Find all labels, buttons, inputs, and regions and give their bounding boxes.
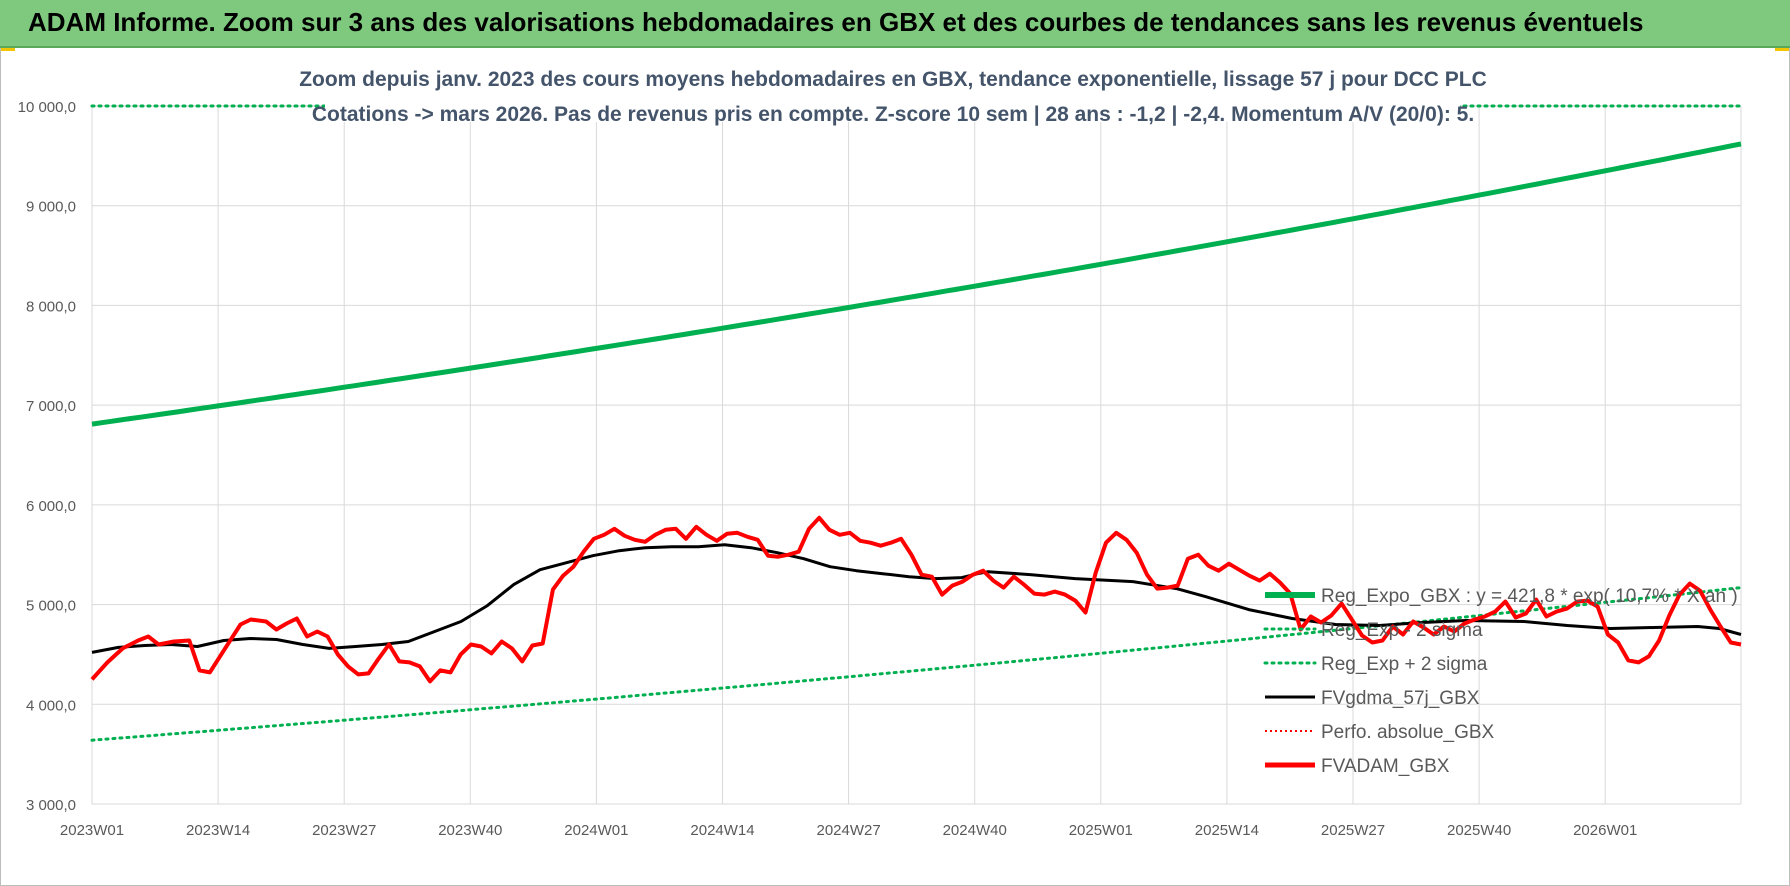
x-tick-label: 2024W27	[816, 822, 880, 839]
legend-label-fvadam: FVADAM_GBX	[1321, 756, 1450, 777]
y-tick-label: 3 000,0	[26, 797, 76, 814]
x-axis-ticks: 2023W01 2023W14 2023W27 2023W40 2024W01 2024W…	[60, 822, 1637, 839]
y-tick-label: 4 000,0	[26, 697, 76, 714]
x-tick-label: 2023W01	[60, 822, 124, 839]
y-tick-label: 6 000,0	[26, 498, 76, 515]
x-tick-label: 2023W14	[186, 822, 250, 839]
title-backdrop	[325, 62, 1460, 122]
series-layer	[90, 104, 1743, 742]
x-tick-label: 2025W27	[1321, 822, 1385, 839]
x-tick-label: 2023W27	[312, 822, 376, 839]
y-tick-label: 10 000,0	[18, 99, 76, 116]
x-tick-label: 2024W40	[943, 822, 1007, 839]
x-tick-label: 2024W01	[564, 822, 628, 839]
chart-title-layer: Zoom depuis janv. 2023 des cours moyens …	[299, 62, 1487, 126]
y-tick-label: 8 000,0	[26, 298, 76, 315]
y-tick-label: 9 000,0	[26, 199, 76, 216]
x-tick-label: 2023W40	[438, 822, 502, 839]
series-reg-expo	[91, 141, 1742, 427]
legend-label-minus2: Reg_Exp - 2 sigma	[1321, 620, 1483, 641]
chart: 3 000,0 4 000,0 5 000,0 6 000,0 7 000,0 8 000…	[18, 62, 1743, 839]
corner-accent-left	[1, 48, 15, 51]
report-banner: ADAM Informe. Zoom sur 3 ans des valoris…	[0, 0, 1790, 48]
corner-accent-right	[1775, 48, 1789, 51]
chart-subtitle: Cotations -> mars 2026. Pas de revenus p…	[312, 103, 1474, 126]
legend-label-reg_expo: Reg_Expo_GBX : y = 421,8 * exp( 10,7% * …	[1321, 586, 1738, 607]
y-tick-label: 7 000,0	[26, 398, 76, 415]
series-fvadam	[90, 515, 1742, 684]
x-tick-label: 2026W01	[1573, 822, 1637, 839]
y-axis-ticks: 3 000,0 4 000,0 5 000,0 6 000,0 7 000,0 8 000…	[18, 99, 76, 814]
grid-layer	[91, 105, 1742, 805]
report-title: ADAM Informe. Zoom sur 3 ans des valoris…	[28, 7, 1644, 37]
x-tick-label: 2025W01	[1069, 822, 1133, 839]
series-reg-exp-minus-2-sigma	[90, 586, 1743, 742]
x-tick-label: 2025W40	[1447, 822, 1511, 839]
chart-title: Zoom depuis janv. 2023 des cours moyens …	[299, 68, 1487, 91]
legend-label-plus2: Reg_Exp + 2 sigma	[1321, 654, 1488, 675]
legend-label-fvgdma: FVgdma_57j_GBX	[1321, 688, 1480, 709]
legend: Reg_Expo_GBX : y = 421,8 * exp( 10,7% * …	[1263, 586, 1738, 777]
y-tick-label: 5 000,0	[26, 598, 76, 615]
x-tick-label: 2024W14	[690, 822, 754, 839]
legend-label-perfo: Perfo. absolue_GBX	[1321, 722, 1495, 743]
x-tick-label: 2025W14	[1195, 822, 1259, 839]
